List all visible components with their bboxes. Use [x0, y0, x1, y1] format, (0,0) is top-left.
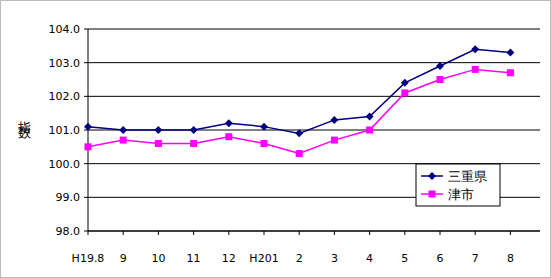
grid-line: [88, 29, 540, 30]
x-tick-label: 4: [366, 252, 373, 265]
x-tick-label: 12: [222, 252, 236, 265]
point: [296, 150, 303, 157]
point: [190, 126, 198, 134]
point: [225, 119, 233, 127]
y-tick: [84, 231, 88, 232]
chart-frame: [1, 1, 551, 278]
y-tick-label: 98.0: [56, 225, 81, 238]
x-tick-label: 3: [331, 252, 338, 265]
x-tick-label: 5: [401, 252, 408, 265]
point: [260, 123, 268, 131]
x-tick-label: H19.8: [72, 252, 105, 265]
point: [119, 126, 127, 134]
y-tick: [84, 62, 88, 63]
x-tick-label: 10: [151, 252, 165, 265]
grid-line: [88, 231, 540, 232]
x-tick: [510, 231, 511, 235]
point: [261, 140, 268, 147]
point: [225, 133, 232, 140]
x-tick-label: 9: [120, 252, 127, 265]
point: [366, 127, 373, 134]
plot-area: [84, 45, 514, 157]
x-tick: [440, 231, 441, 235]
x-tick-label: 7: [472, 252, 479, 265]
x-tick: [88, 231, 89, 235]
x-tick: [228, 231, 229, 235]
point: [401, 79, 409, 87]
y-tick-label: 103.0: [49, 57, 81, 70]
grid-line: [88, 96, 540, 97]
y-tick: [84, 197, 88, 198]
x-tick: [404, 231, 405, 235]
legend-label: 三重県: [448, 169, 487, 184]
x-tick: [123, 231, 124, 235]
x-tick-label: H201: [249, 252, 278, 265]
x-tick: [299, 231, 300, 235]
x-tick: [369, 231, 370, 235]
point: [84, 123, 92, 131]
point: [471, 45, 479, 53]
legend: 三重県津市: [416, 164, 500, 206]
legend-marker: [428, 172, 436, 180]
point: [85, 143, 92, 150]
legend-label: 津市: [448, 187, 474, 202]
chart: 98.0 99.0 100.0 101.0 102.0 103.0 104.0 H19.8 9 1…: [0, 0, 551, 278]
x-axis: [88, 231, 540, 232]
y-tick-label: 104.0: [49, 23, 81, 36]
y-tick-label: 99.0: [56, 191, 81, 204]
point: [436, 62, 444, 70]
series-line: [88, 49, 510, 133]
x-tick: [475, 231, 476, 235]
grid-line: [88, 62, 540, 63]
point: [507, 69, 514, 76]
point: [506, 49, 514, 57]
y-tick-label: 100.0: [49, 158, 81, 171]
x-tick-label: 11: [187, 252, 201, 265]
y-tick: [84, 29, 88, 30]
y-tick: [84, 96, 88, 97]
x-tick-label: 8: [507, 252, 514, 265]
x-tick: [158, 231, 159, 235]
x-tick: [193, 231, 194, 235]
point: [437, 76, 444, 83]
y-axis-label: 指数: [18, 110, 33, 139]
y-tick-label: 101.0: [49, 124, 81, 137]
x-tick: [334, 231, 335, 235]
point: [155, 140, 162, 147]
point: [331, 137, 338, 144]
point: [401, 89, 408, 96]
point: [190, 140, 197, 147]
point: [472, 66, 479, 73]
point: [295, 129, 303, 137]
legend-box: [416, 164, 500, 206]
series-line: [88, 69, 510, 153]
y-tick-label: 102.0: [49, 90, 81, 103]
point: [120, 137, 127, 144]
y-tick: [84, 163, 88, 164]
x-tick-label: 2: [296, 252, 303, 265]
point: [330, 116, 338, 124]
x-tick: [264, 231, 265, 235]
point: [154, 126, 162, 134]
legend-marker: [429, 191, 436, 198]
x-tick-label: 6: [437, 252, 444, 265]
point: [366, 113, 374, 121]
